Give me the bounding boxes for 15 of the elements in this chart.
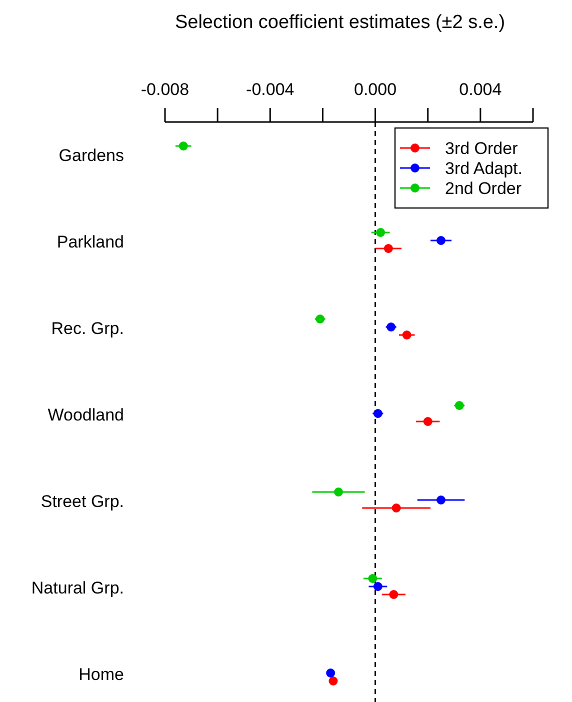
- y-tick-label: Natural Grp.: [31, 578, 124, 598]
- chart-title: Selection coefficient estimates (±2 s.e.): [174, 12, 506, 33]
- y-tick-label: Gardens: [58, 146, 124, 165]
- text: 0.000: [354, 80, 397, 99]
- y-tick-label: Parkland: [56, 232, 124, 252]
- legend-label: 3rd Order: [445, 139, 518, 158]
- x-tick-label: -0.008: [140, 80, 190, 99]
- y-tick-label: Woodland: [48, 406, 124, 424]
- legend-label: 2nd Order: [445, 179, 522, 198]
- y-tick-label: Street Grp.: [40, 492, 124, 511]
- y-tick-label: Rec. Grp.: [51, 319, 124, 338]
- x-tick-label: -0.004: [246, 80, 294, 99]
- y-tick-label: Home: [78, 665, 124, 684]
- x-tick-label: 0.004: [459, 80, 502, 99]
- legend-label: 3rd Adapt.: [445, 159, 523, 178]
